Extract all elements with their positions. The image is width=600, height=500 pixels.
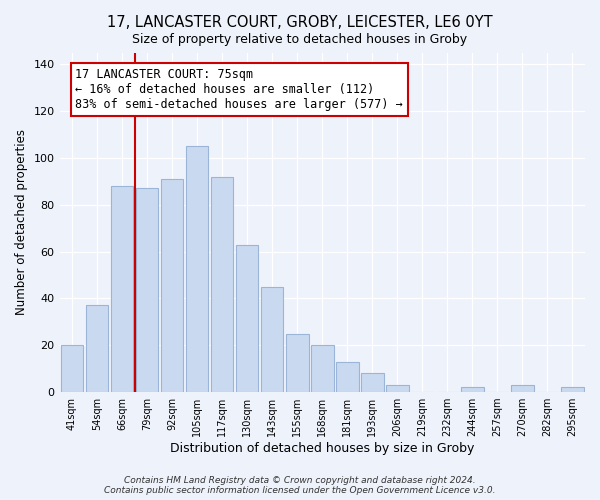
- X-axis label: Distribution of detached houses by size in Groby: Distribution of detached houses by size …: [170, 442, 475, 455]
- Bar: [261, 286, 283, 392]
- Bar: [336, 362, 359, 392]
- Y-axis label: Number of detached properties: Number of detached properties: [15, 130, 28, 316]
- Bar: [111, 186, 133, 392]
- Bar: [286, 334, 308, 392]
- Bar: [136, 188, 158, 392]
- Text: Size of property relative to detached houses in Groby: Size of property relative to detached ho…: [133, 32, 467, 46]
- Bar: [386, 385, 409, 392]
- Bar: [186, 146, 208, 392]
- Bar: [211, 176, 233, 392]
- Text: 17, LANCASTER COURT, GROBY, LEICESTER, LE6 0YT: 17, LANCASTER COURT, GROBY, LEICESTER, L…: [107, 15, 493, 30]
- Bar: [511, 385, 534, 392]
- Bar: [461, 388, 484, 392]
- Bar: [61, 345, 83, 392]
- Bar: [236, 244, 259, 392]
- Bar: [311, 345, 334, 392]
- Bar: [561, 388, 584, 392]
- Bar: [86, 306, 109, 392]
- Bar: [161, 179, 184, 392]
- Bar: [361, 374, 383, 392]
- Text: Contains HM Land Registry data © Crown copyright and database right 2024.
Contai: Contains HM Land Registry data © Crown c…: [104, 476, 496, 495]
- Text: 17 LANCASTER COURT: 75sqm
← 16% of detached houses are smaller (112)
83% of semi: 17 LANCASTER COURT: 75sqm ← 16% of detac…: [76, 68, 403, 111]
